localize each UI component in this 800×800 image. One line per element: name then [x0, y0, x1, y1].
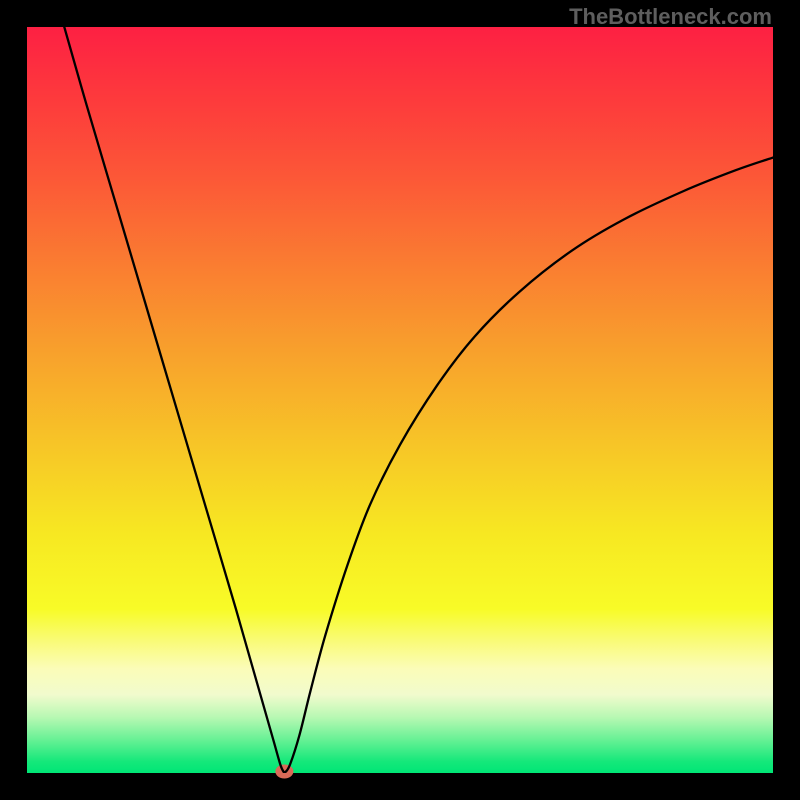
chart-svg	[0, 0, 800, 800]
curve-right-branch	[284, 158, 773, 773]
curve-left-branch	[64, 27, 284, 773]
watermark-text: TheBottleneck.com	[569, 4, 772, 30]
